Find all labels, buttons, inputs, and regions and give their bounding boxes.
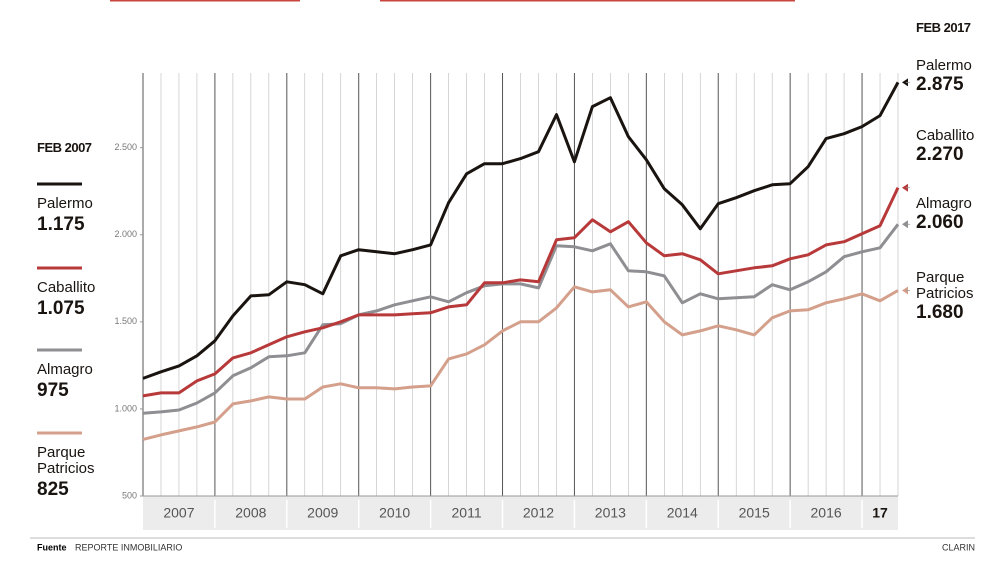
end-value-label: 2.875 — [916, 74, 964, 95]
start-value-label: 1.075 — [37, 298, 85, 319]
y-tick-label: 2.000 — [114, 229, 137, 239]
end-pointer — [902, 220, 908, 229]
x-tick-label: 2010 — [379, 505, 410, 521]
end-pointer — [902, 78, 908, 87]
legend-label: Caballito — [37, 279, 96, 296]
end-pointer — [902, 286, 908, 295]
x-tick-label: 2013 — [595, 505, 626, 521]
x-tick-label: 2012 — [523, 505, 554, 521]
credit: CLARIN — [942, 542, 975, 552]
start-value-label: 1.175 — [37, 214, 85, 235]
series-line — [142, 187, 900, 398]
start-value-label: 825 — [37, 479, 69, 500]
x-tick-label: 2014 — [667, 505, 698, 521]
series-line — [142, 81, 900, 380]
end-name-label: Palermo — [916, 57, 972, 74]
legend-label: Almagro — [37, 361, 93, 378]
end-name-label: Caballito — [916, 127, 975, 144]
x-tick-label: 2007 — [163, 505, 194, 521]
source-label: Fuente — [37, 542, 67, 552]
series-line — [142, 285, 899, 441]
x-band — [143, 496, 898, 530]
end-value-label: 1.680 — [916, 302, 964, 323]
series-line — [142, 223, 900, 415]
end-value-label: 2.270 — [916, 144, 964, 165]
legend-label: Palermo — [37, 195, 93, 212]
x-tick-label: 2016 — [811, 505, 842, 521]
x-tick-label: 2008 — [235, 505, 266, 521]
x-tick-label: 17 — [872, 505, 888, 521]
y-tick-label: 1.500 — [114, 316, 137, 326]
left-title: FEB 2007 — [37, 140, 92, 155]
x-tick-label: 2015 — [739, 505, 770, 521]
right-title: FEB 2017 — [916, 20, 971, 35]
end-name-label: Parque Patricios — [916, 269, 974, 302]
legend-label: Parque Patricios — [37, 444, 95, 477]
end-name-label: Almagro — [916, 195, 972, 212]
x-tick-label: 2009 — [307, 505, 338, 521]
end-pointer — [902, 183, 908, 192]
end-value-label: 2.060 — [916, 212, 964, 233]
y-tick-label: 2.500 — [114, 142, 137, 152]
x-tick-label: 2011 — [452, 505, 482, 521]
y-tick-label: 1.000 — [114, 403, 137, 413]
source: REPORTE INMOBILIARIO — [75, 542, 182, 552]
y-tick-label: 500 — [122, 490, 137, 500]
start-value-label: 975 — [37, 380, 69, 401]
